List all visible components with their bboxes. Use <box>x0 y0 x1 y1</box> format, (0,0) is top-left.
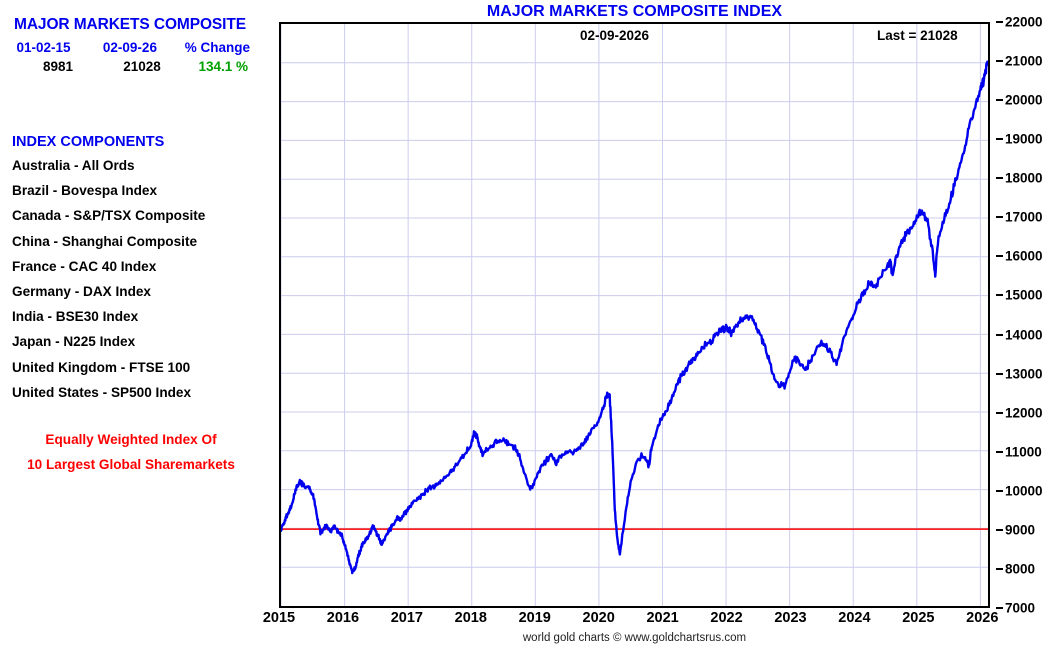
y-axis-tick-mark <box>996 138 1003 141</box>
y-axis-tick-mark <box>996 60 1003 63</box>
chart-date-annotation: 02-09-2026 <box>580 28 650 43</box>
y-axis-tick-mark <box>996 372 1003 375</box>
index-tagline: Equally Weighted Index Of 10 Largest Glo… <box>0 427 262 477</box>
y-axis-tick-label: 14000 <box>1005 327 1043 343</box>
list-item: France - CAC 40 Index <box>12 258 157 274</box>
y-axis-tick-label: 10000 <box>1005 483 1043 499</box>
chart-series-line <box>281 60 988 575</box>
y-axis-tick-label: 20000 <box>1005 92 1043 108</box>
x-axis-tick-label: 2022 <box>710 610 743 626</box>
stats-value-row: 8981 21028 134.1 % <box>0 57 262 76</box>
x-axis-tick-label: 2025 <box>902 610 935 626</box>
stats-header-row: 01-02-15 02-09-26 % Change <box>0 38 262 57</box>
x-axis-tick-label: 2026 <box>966 610 999 626</box>
y-axis-tick-label: 19000 <box>1005 131 1043 147</box>
list-item: United States - SP500 Index <box>12 384 192 400</box>
y-axis-tick-mark <box>996 21 1003 23</box>
y-axis-tick-mark <box>996 216 1003 219</box>
index-components-heading: INDEX COMPONENTS <box>12 134 165 150</box>
y-axis-tick-label: 8000 <box>1005 561 1036 577</box>
chart-plot-inner <box>281 24 988 606</box>
x-axis-tick-label: 2018 <box>454 610 487 626</box>
list-item: Japan - N225 Index <box>12 334 136 350</box>
chart-last-value-annotation: Last = 21028 <box>877 28 958 43</box>
list-item: Canada - S&P/TSX Composite <box>12 208 206 224</box>
x-axis: 2015 2016 2017 2018 2019 2020 2021 2022 2023 2024… <box>263 610 999 634</box>
y-axis-tick-mark <box>996 294 1003 297</box>
y-axis-tick-mark <box>996 450 1003 453</box>
y-axis-tick-label: 18000 <box>1005 170 1043 186</box>
y-axis-tick-label: 7000 <box>1005 600 1036 616</box>
x-axis-tick-label: 2015 <box>262 610 296 626</box>
summary-stats-table: 01-02-15 02-09-26 % Change 8981 21028 13… <box>0 38 262 76</box>
tagline-line-2: 10 Largest Global Sharemarkets <box>27 457 235 472</box>
y-axis-tick-mark <box>996 528 1003 531</box>
list-item: Germany - DAX Index <box>12 283 151 299</box>
y-axis-tick-mark <box>996 607 1003 609</box>
y-axis-tick-mark <box>996 567 1003 570</box>
x-axis-tick-label: 2016 <box>326 610 360 626</box>
y-axis-tick-label: 15000 <box>1005 287 1043 303</box>
x-axis-tick-label: 2024 <box>838 610 871 626</box>
y-axis-tick-label: 12000 <box>1005 405 1043 421</box>
stats-header-end-date: 02-09-26 <box>102 40 157 55</box>
y-axis-tick-label: 17000 <box>1005 209 1043 225</box>
y-axis-tick-mark <box>996 99 1003 102</box>
x-axis-tick-label: 2020 <box>582 610 615 626</box>
x-axis-tick-label: 2019 <box>518 610 551 626</box>
y-axis-tick-label: 22000 <box>1005 14 1043 30</box>
y-axis-tick-label: 9000 <box>1005 522 1036 538</box>
y-axis: 7000 8000 9000 10000 11000 12000 13000 14000 150… <box>996 0 1050 650</box>
x-axis-tick-label: 2021 <box>646 610 679 626</box>
x-axis-tick-label: 2023 <box>774 610 807 626</box>
left-info-panel: MAJOR MARKETS COMPOSITE 01-02-15 02-09-2… <box>0 0 268 650</box>
stats-value-end: 21028 <box>123 59 161 74</box>
list-item: China - Shanghai Composite <box>12 233 198 249</box>
y-axis-tick-label: 21000 <box>1005 53 1043 69</box>
list-item: India - BSE30 Index <box>12 309 139 325</box>
y-axis-tick-mark <box>996 411 1003 414</box>
tagline-line-1: Equally Weighted Index Of <box>45 432 217 447</box>
list-item: United Kingdom - FTSE 100 <box>12 359 191 375</box>
chart-title: MAJOR MARKETS COMPOSITE INDEX <box>486 3 783 20</box>
stats-header-pct-change: % Change <box>184 40 251 55</box>
y-axis-tick-mark <box>996 489 1003 492</box>
stats-header-start-date: 01-02-15 <box>16 40 71 55</box>
y-axis-tick-mark <box>996 333 1003 336</box>
stats-value-pct-change: 134.1 % <box>198 59 248 74</box>
chart-svg <box>281 24 988 606</box>
y-axis-tick-label: 11000 <box>1005 444 1042 460</box>
index-components-list: Australia - All Ords Brazil - Bovespa In… <box>12 153 205 405</box>
chart-credit: world gold charts © www.goldchartsrus.co… <box>522 632 747 644</box>
y-axis-tick-label: 13000 <box>1005 366 1043 382</box>
chart-gridlines <box>281 24 988 606</box>
stats-value-start: 8981 <box>43 59 74 74</box>
chart-plot-area <box>279 22 990 608</box>
y-axis-tick-label: 16000 <box>1005 248 1043 264</box>
composite-title: MAJOR MARKETS COMPOSITE <box>14 16 246 33</box>
x-axis-tick-label: 2017 <box>390 610 424 626</box>
list-item: Australia - All Ords <box>12 158 135 173</box>
y-axis-tick-mark <box>996 177 1003 180</box>
y-axis-tick-mark <box>996 255 1003 258</box>
list-item: Brazil - Bovespa Index <box>12 183 158 199</box>
